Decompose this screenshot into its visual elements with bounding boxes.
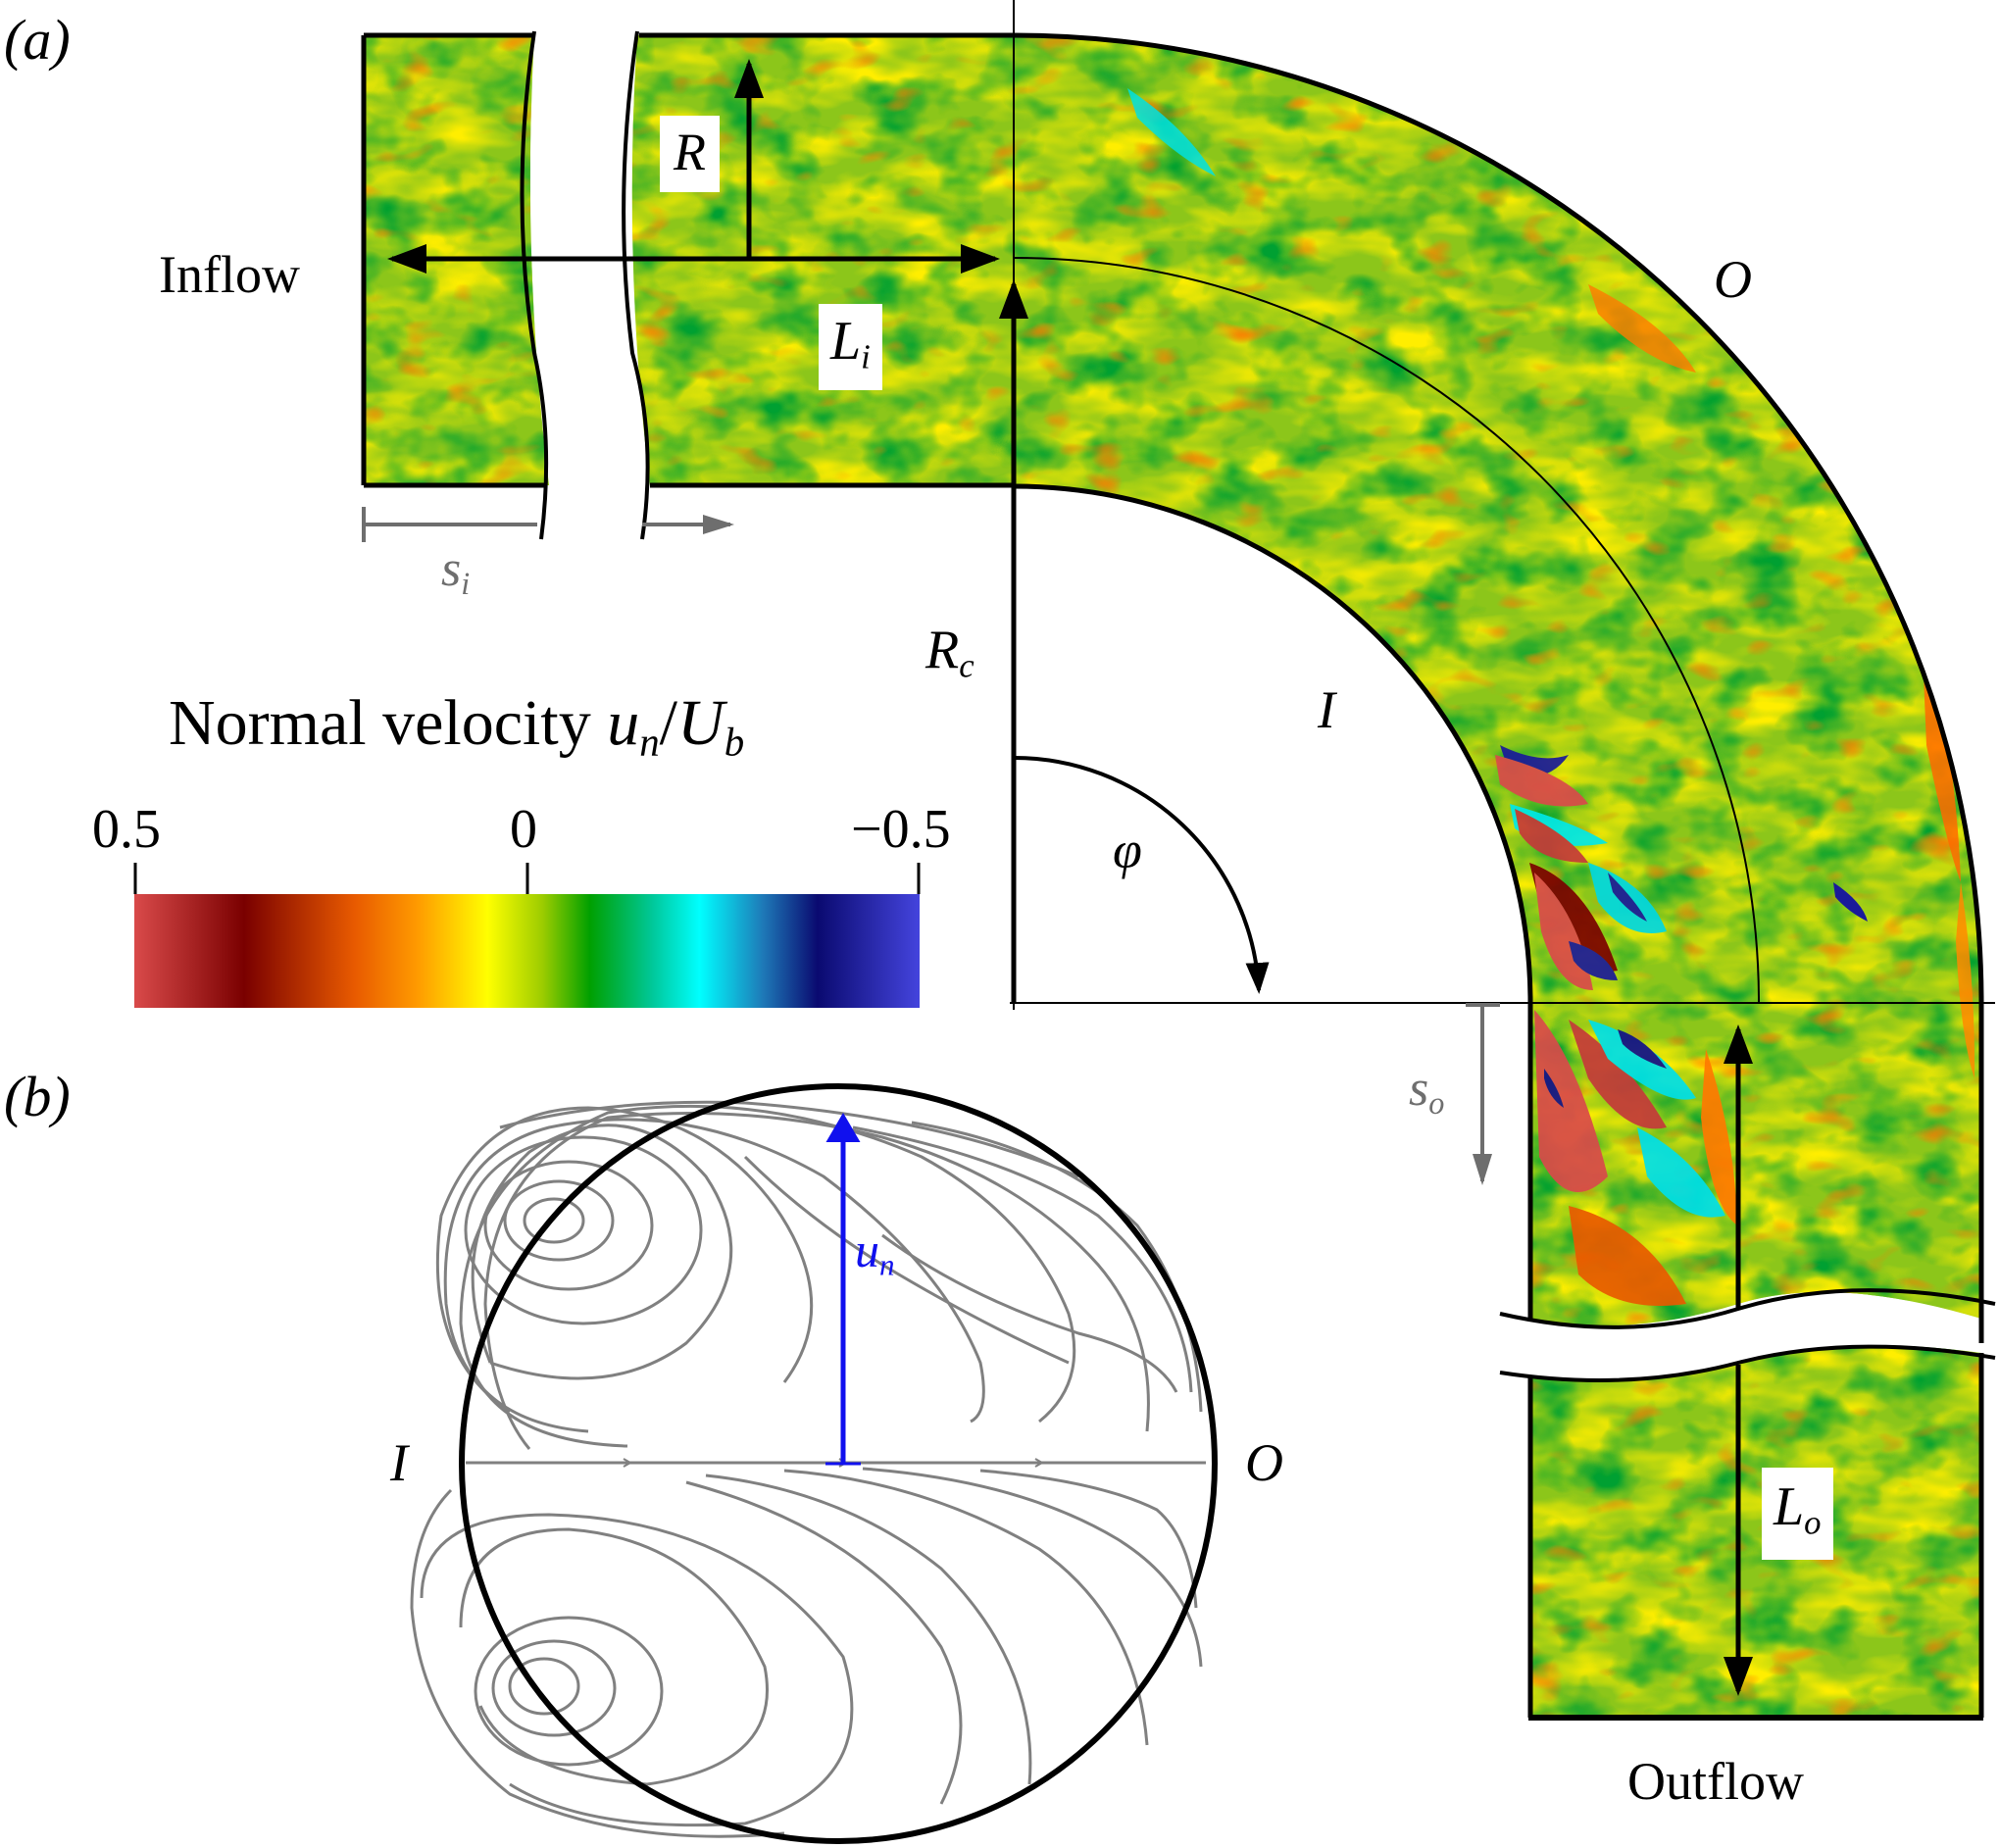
colorbar: [133, 863, 921, 1008]
colorbar-gradient-bar: [134, 894, 920, 1008]
phi-label: φ: [1113, 821, 1142, 879]
dimension-arrows: [387, 59, 1753, 1696]
colorbar-tick-max: 0.5: [92, 799, 161, 860]
velocity-field: [364, 35, 1981, 1718]
coordinate-arrows: [362, 507, 1500, 1185]
phi-arc: [1013, 755, 1270, 994]
inner-wall-label: I: [1318, 680, 1335, 739]
si-label: si: [441, 541, 471, 602]
r-label: R: [660, 116, 720, 192]
rc-label: Rc: [925, 620, 975, 685]
colorbar-title: Normal velocity un/Ub: [169, 687, 745, 765]
pipe-walls: [361, 30, 1996, 1721]
separation-region: [1495, 745, 1737, 1306]
panel-a-label: (a): [4, 8, 71, 72]
outer-wall-label: O: [1714, 250, 1752, 309]
streamlines: [410, 1100, 1206, 1838]
lo-label: Lo: [1762, 1468, 1833, 1561]
cross-section-circle: [459, 1083, 1218, 1844]
outflow-label: Outflow: [1627, 1752, 1804, 1811]
so-label: so: [1409, 1061, 1445, 1122]
panel-b-label: (b): [4, 1065, 71, 1128]
li-label: Li: [819, 304, 882, 391]
colorbar-tick-zero: 0: [510, 799, 537, 860]
circle-inner-label: I: [390, 1433, 408, 1492]
inflow-label: Inflow: [159, 245, 300, 304]
un-label: un: [855, 1223, 895, 1282]
colorbar-tick-min: −0.5: [851, 799, 951, 860]
circle-outer-label: O: [1245, 1433, 1283, 1492]
cross-section: [410, 1083, 1218, 1844]
